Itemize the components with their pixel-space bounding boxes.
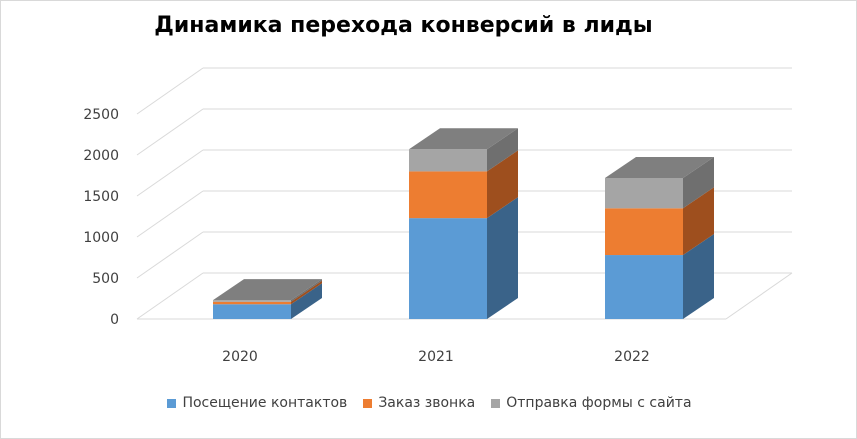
bar-segment-side bbox=[683, 187, 714, 256]
bar-segment bbox=[409, 218, 487, 319]
gridline-side bbox=[136, 231, 204, 279]
bar-segment bbox=[605, 208, 683, 256]
chart-plot: 0 500 1000 1500 2000 2500 2020 2021 2022 bbox=[83, 67, 793, 365]
bar-top bbox=[409, 128, 518, 150]
bar-segment-side bbox=[291, 279, 322, 302]
legend-item: Посещение контактов bbox=[167, 395, 347, 411]
y-tick-label: 1500 bbox=[83, 189, 119, 205]
legend-swatch bbox=[167, 398, 177, 408]
bar-segment-side bbox=[487, 150, 518, 219]
legend-item: Заказ звонка bbox=[363, 395, 475, 411]
legend-item: Отправка формы с сайта bbox=[491, 395, 692, 411]
chart-legend: Посещение контактов Заказ звонка Отправка … bbox=[1, 395, 857, 411]
bar-segment bbox=[605, 255, 683, 319]
bar-segment bbox=[213, 300, 291, 302]
gridline-side bbox=[136, 108, 204, 156]
bar-segment bbox=[213, 301, 291, 305]
bar-segment-side bbox=[487, 197, 518, 319]
y-tick-label: 0 bbox=[110, 312, 119, 328]
x-tick-label: 2022 bbox=[614, 349, 650, 365]
bar-segment-side bbox=[683, 234, 714, 319]
bar-segment bbox=[213, 304, 291, 319]
gridline-side bbox=[136, 149, 204, 197]
bar-segment-side bbox=[291, 280, 322, 305]
y-tick-label: 2000 bbox=[83, 148, 119, 164]
bar-segment bbox=[605, 177, 683, 209]
y-tick-label: 2500 bbox=[83, 107, 119, 123]
bar-top bbox=[213, 279, 322, 301]
legend-label: Отправка формы с сайта bbox=[506, 395, 692, 411]
floor-right-edge bbox=[725, 272, 793, 320]
gridline-side bbox=[136, 67, 204, 115]
legend-swatch bbox=[491, 398, 501, 408]
legend-label: Заказ звонка bbox=[378, 395, 476, 411]
bar-segment-side bbox=[291, 283, 322, 319]
legend-swatch bbox=[363, 398, 373, 408]
x-tick-label: 2021 bbox=[418, 349, 454, 365]
chart-title: Динамика перехода конверсий в лиды bbox=[154, 13, 653, 38]
y-tick-label: 500 bbox=[92, 271, 119, 287]
bar-segment bbox=[409, 171, 487, 219]
y-tick-label: 1000 bbox=[83, 230, 119, 246]
bar-segment-side bbox=[487, 128, 518, 172]
x-tick-label: 2020 bbox=[222, 349, 258, 365]
gridline-side bbox=[136, 190, 204, 238]
bar-top bbox=[605, 156, 714, 178]
bar-segment bbox=[409, 149, 487, 172]
legend-label: Посещение контактов bbox=[182, 395, 348, 411]
gridline-side bbox=[136, 272, 204, 320]
bar-segment-side bbox=[683, 156, 714, 209]
